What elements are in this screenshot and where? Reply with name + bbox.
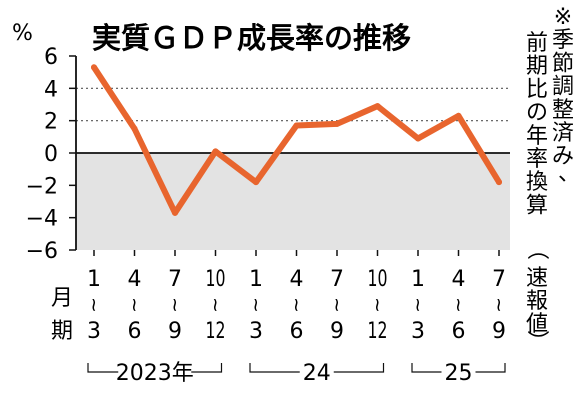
note-col1-char: 季 <box>552 28 574 53</box>
x-tick-label-bottom: 12 <box>206 319 226 344</box>
year-bracket-right <box>475 363 506 373</box>
note-col2-char: 期 <box>526 54 548 79</box>
x-tick-label-top: 10 <box>206 267 226 292</box>
data-point <box>334 120 340 127</box>
note-col1-char: み <box>552 144 574 169</box>
year-bracket-left <box>249 363 300 373</box>
data-point <box>374 103 381 110</box>
x-tick-tilde: ~ <box>448 297 470 313</box>
x-tick-tilde: ~ <box>286 297 308 313</box>
data-point <box>91 64 97 71</box>
x-tick-label-bottom: 9 <box>168 319 182 344</box>
note-paren-char: 報 <box>526 289 548 314</box>
x-tick-label-bottom: 6 <box>128 319 142 344</box>
x-tick-tilde: ~ <box>245 297 267 313</box>
x-tick-label-bottom: 3 <box>249 319 263 344</box>
x-tick-label-top: 7 <box>492 267 506 292</box>
x-tick-label-top: 10 <box>368 267 388 292</box>
period-label: 月期 <box>51 286 73 344</box>
data-point <box>253 179 259 186</box>
y-tick-label: 0 <box>44 142 58 167</box>
x-tick-label-top: 7 <box>168 267 182 292</box>
note-col2-char: 前 <box>526 31 548 56</box>
data-point <box>293 122 300 129</box>
x-tick-label-bottom: 6 <box>290 319 304 344</box>
x-tick-label-bottom: 9 <box>492 319 506 344</box>
note-col1-char: ※ <box>554 5 572 30</box>
x-tick-tilde: ~ <box>164 297 186 313</box>
note-col2-char: の <box>526 101 548 126</box>
note-col2-char: 率 <box>526 147 548 172</box>
x-tick-label-top: 1 <box>411 267 425 292</box>
y-unit-label: % <box>12 21 33 46</box>
data-point <box>212 148 219 155</box>
x-tick-label-bottom: 9 <box>330 319 344 344</box>
y-tick-label: 6 <box>44 45 58 70</box>
data-point <box>172 209 178 216</box>
note-paren-char: 速 <box>526 266 548 291</box>
year-label: 25 <box>445 361 473 386</box>
x-tick-label-bottom: 3 <box>411 319 425 344</box>
year-bracket-left <box>411 363 442 373</box>
note-paren-char: 値 <box>526 312 548 337</box>
note-col1-char: 、 <box>558 161 580 186</box>
period-label-term: 期 <box>51 319 73 344</box>
note-col1-char: 節 <box>552 51 574 76</box>
y-tick-label: 4 <box>44 77 58 102</box>
x-tick-tilde: ~ <box>83 297 105 313</box>
year-label: 2023年 <box>116 361 194 386</box>
data-point <box>455 112 462 119</box>
year-labels: 2023年 24 25 <box>87 361 506 386</box>
negative-shade <box>76 153 510 250</box>
note-col1-char: 調 <box>552 75 574 100</box>
x-tick-tilde: ~ <box>407 297 429 313</box>
x-tick-label-bottom: 3 <box>87 319 101 344</box>
x-tick-label-top: 1 <box>87 267 101 292</box>
note-col2-char: 算 <box>526 193 548 218</box>
x-tick-label-bottom: 6 <box>452 319 466 344</box>
x-tick-tilde: ~ <box>205 297 227 313</box>
x-tick-tilde: ~ <box>367 297 389 313</box>
data-point <box>131 125 138 132</box>
note-col2-char: 年 <box>526 124 548 149</box>
x-tick-label-top: 4 <box>290 267 304 292</box>
note-col1-char: 済 <box>552 121 574 146</box>
note-paren-char: （ <box>524 238 549 260</box>
year-bracket-right <box>191 363 223 373</box>
chart-title: 実質ＧＤＰ成長率の推移 <box>92 21 411 55</box>
data-point <box>415 135 421 142</box>
y-tick-label: 2 <box>44 110 58 135</box>
x-tick-tilde: ~ <box>326 297 348 313</box>
x-tick-label-top: 7 <box>330 267 344 292</box>
y-axis: 6 4 2 0 −2 −4 −6 <box>26 45 76 264</box>
note-paren-char: ） <box>524 330 549 352</box>
plot-area <box>75 56 510 256</box>
y-tick-label: −6 <box>26 239 58 264</box>
year-bracket-right <box>333 363 385 373</box>
x-tick-tilde: ~ <box>124 297 146 313</box>
x-tick-label-top: 4 <box>128 267 142 292</box>
x-tick-tilde: ~ <box>488 297 510 313</box>
note-col2-char: 比 <box>526 77 548 102</box>
x-tick-label-top: 4 <box>452 267 466 292</box>
x-tick-label-bottom: 12 <box>368 319 388 344</box>
year-label: 24 <box>303 361 331 386</box>
x-axis: 1 ~3 4 ~6 7 ~9 10 ~12 1 ~3 4 ~6 7 ~9 10 ~12 1 ~3 4 ~6 7 ~9 <box>83 267 510 344</box>
note-col1-char: 整 <box>552 98 574 123</box>
year-bracket-left <box>87 363 119 373</box>
data-point <box>496 179 502 186</box>
note-col2-char: 換 <box>526 170 548 195</box>
x-tick-label-top: 1 <box>249 267 263 292</box>
period-label-month: 月 <box>51 286 73 311</box>
y-tick-label: −2 <box>26 174 58 199</box>
y-tick-label: −4 <box>26 207 58 232</box>
